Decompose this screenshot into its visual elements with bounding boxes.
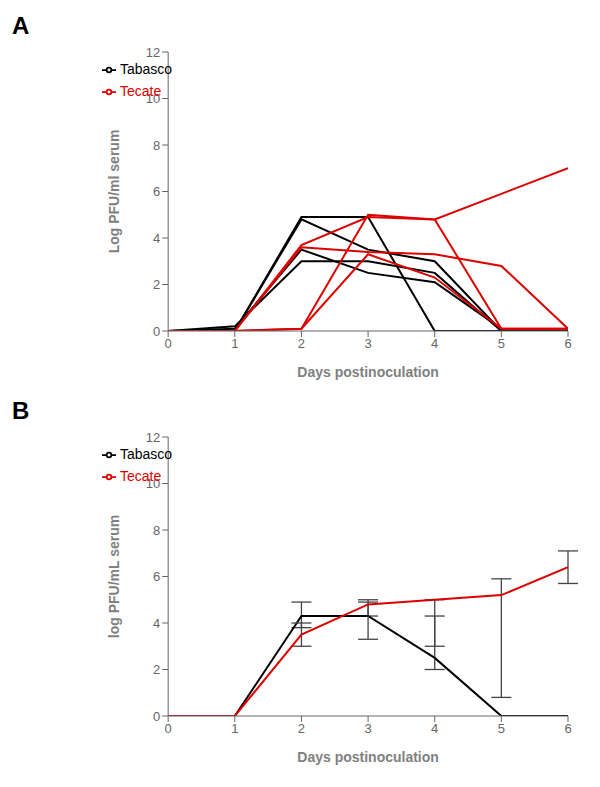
svg-text:4: 4 (153, 231, 160, 246)
svg-text:12: 12 (146, 45, 160, 60)
svg-text:log PFU/mL serum: log PFU/mL serum (106, 515, 122, 638)
svg-text:10: 10 (146, 91, 160, 106)
svg-text:8: 8 (153, 138, 160, 153)
svg-text:2: 2 (153, 662, 160, 677)
svg-text:Log PFU/ml serum: Log PFU/ml serum (106, 130, 122, 254)
svg-text:Days postinoculation: Days postinoculation (297, 749, 439, 765)
svg-text:6: 6 (564, 721, 571, 736)
svg-text:4: 4 (431, 721, 438, 736)
svg-text:0: 0 (165, 721, 172, 736)
svg-text:0: 0 (153, 324, 160, 339)
svg-text:0: 0 (153, 709, 160, 724)
svg-text:1: 1 (231, 336, 238, 351)
svg-text:6: 6 (153, 184, 160, 199)
svg-text:10: 10 (146, 476, 160, 491)
svg-text:6: 6 (153, 569, 160, 584)
svg-text:5: 5 (498, 721, 505, 736)
svg-text:12: 12 (146, 430, 160, 445)
svg-text:2: 2 (298, 336, 305, 351)
svg-text:3: 3 (364, 336, 371, 351)
svg-text:8: 8 (153, 523, 160, 538)
svg-text:4: 4 (153, 616, 160, 631)
svg-text:Days postinoculation: Days postinoculation (297, 364, 439, 380)
svg-text:3: 3 (364, 721, 371, 736)
svg-text:6: 6 (564, 336, 571, 351)
svg-text:4: 4 (431, 336, 438, 351)
svg-text:2: 2 (298, 721, 305, 736)
svg-text:5: 5 (498, 336, 505, 351)
svg-text:2: 2 (153, 277, 160, 292)
svg-text:0: 0 (165, 336, 172, 351)
svg-text:1: 1 (231, 721, 238, 736)
